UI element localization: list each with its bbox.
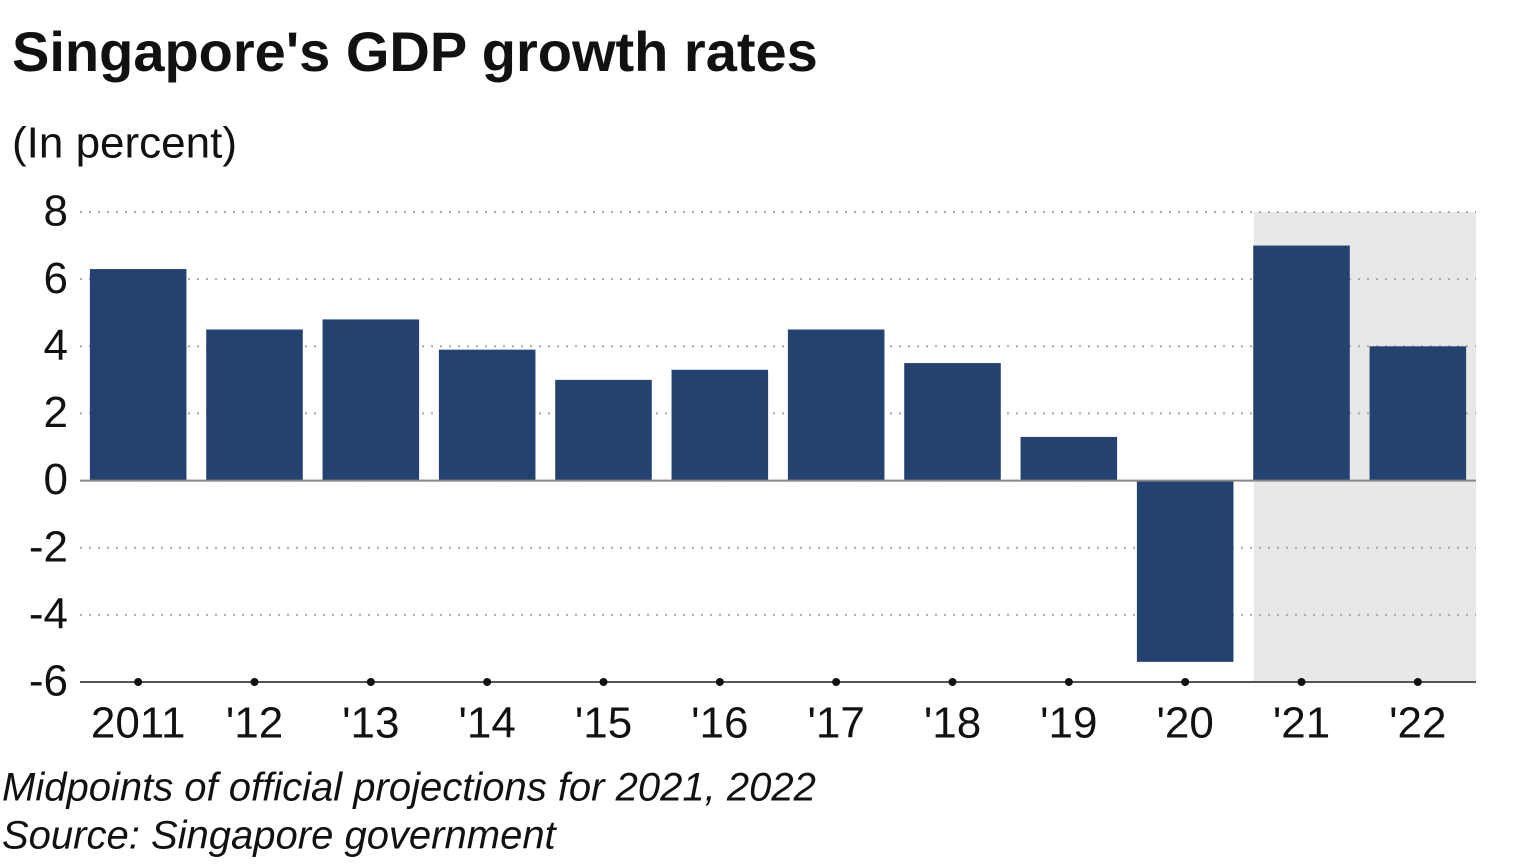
- x-tick-dot: [948, 678, 957, 686]
- y-tick-label: 4: [44, 321, 68, 370]
- x-tick-dot: [1064, 678, 1073, 686]
- x-tick-dot: [1181, 678, 1190, 686]
- bar: [206, 329, 303, 481]
- x-tick-label: '13: [342, 699, 399, 748]
- bar: [671, 369, 769, 481]
- x-tick-dot: [715, 678, 724, 686]
- x-tick-dot: [483, 678, 492, 686]
- x-tick-label: 2011: [91, 699, 186, 748]
- bar: [1369, 346, 1467, 481]
- x-tick-label: '12: [226, 699, 283, 748]
- bar: [438, 349, 536, 481]
- x-tick-label: '19: [1040, 699, 1097, 748]
- bar: [787, 329, 885, 481]
- bar: [322, 319, 420, 481]
- bar: [1020, 436, 1118, 481]
- x-tick-label: '15: [575, 699, 632, 748]
- source: Source: Singapore government: [2, 814, 558, 858]
- bar: [555, 379, 652, 481]
- x-tick-dot: [832, 678, 841, 686]
- x-tick-dot: [1413, 678, 1422, 686]
- x-tick-dot: [1297, 678, 1306, 686]
- bar: [89, 269, 187, 481]
- x-tick-label: '20: [1156, 699, 1213, 748]
- x-tick-dot: [250, 678, 259, 686]
- y-tick-label: 0: [44, 455, 68, 504]
- note: Midpoints of official projections for 20…: [2, 766, 816, 810]
- y-tick-label: -2: [29, 522, 68, 571]
- y-tick-label: -4: [29, 589, 68, 638]
- x-tick-label: '16: [691, 699, 748, 748]
- x-tick-label: '21: [1273, 699, 1330, 748]
- x-tick-label: '17: [807, 699, 864, 748]
- chart-subtitle: (In percent): [12, 119, 237, 168]
- bar: [1136, 480, 1234, 662]
- x-tick-label: '14: [458, 699, 515, 748]
- y-tick-label: 2: [44, 388, 68, 437]
- x-tick-label: '22: [1389, 699, 1446, 748]
- x-tick-dot: [366, 678, 375, 686]
- y-tick-label: 8: [44, 187, 68, 236]
- x-tick-label: '18: [924, 699, 981, 748]
- x-tick-dot: [599, 678, 608, 686]
- y-tick-label: 6: [44, 254, 68, 303]
- chart-title: Singapore's GDP growth rates: [12, 20, 818, 83]
- x-tick-dot: [134, 678, 143, 686]
- bar: [1253, 245, 1350, 481]
- bar: [904, 363, 1001, 481]
- y-tick-label: -6: [29, 657, 68, 706]
